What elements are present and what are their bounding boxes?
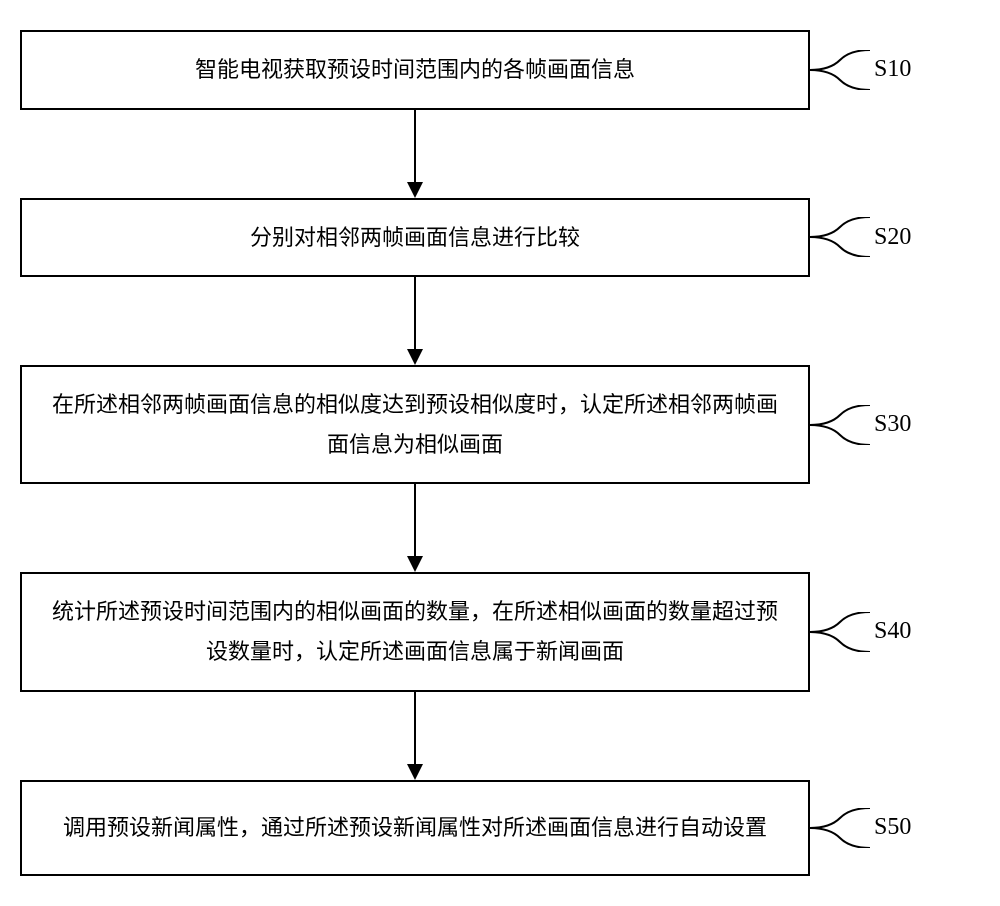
flow-arrow [20, 484, 810, 572]
curve-connector-icon [810, 808, 870, 848]
flow-step-text: 在所述相邻两帧画面信息的相似度达到预设相似度时，认定所述相邻两帧画面信息为相似画… [46, 385, 784, 464]
flow-arrow [20, 277, 810, 365]
arrow-down-icon [400, 277, 430, 365]
flow-step-box-s50: 调用预设新闻属性，通过所述预设新闻属性对所述画面信息进行自动设置 [20, 780, 810, 876]
flow-step-box-s20: 分别对相邻两帧画面信息进行比较 [20, 198, 810, 278]
flow-row: 智能电视获取预设时间范围内的各帧画面信息 S10 [20, 30, 980, 110]
flow-step-label: S50 [874, 814, 911, 841]
arrow-down-icon [400, 484, 430, 572]
curve-connector-icon [810, 612, 870, 652]
flow-step-text: 调用预设新闻属性，通过所述预设新闻属性对所述画面信息进行自动设置 [63, 808, 767, 848]
arrow-down-icon [400, 692, 430, 780]
arrow-down-icon [400, 110, 430, 198]
flow-step-text: 统计所述预设时间范围内的相似画面的数量，在所述相似画面的数量超过预设数量时，认定… [46, 592, 784, 671]
flow-step-label: S10 [874, 56, 911, 83]
flow-step-box-s30: 在所述相邻两帧画面信息的相似度达到预设相似度时，认定所述相邻两帧画面信息为相似画… [20, 365, 810, 484]
flow-arrow [20, 110, 810, 198]
label-connector: S50 [810, 808, 911, 848]
flow-row: 调用预设新闻属性，通过所述预设新闻属性对所述画面信息进行自动设置 S50 [20, 780, 980, 876]
flow-step-box-s40: 统计所述预设时间范围内的相似画面的数量，在所述相似画面的数量超过预设数量时，认定… [20, 572, 810, 691]
curve-connector-icon [810, 405, 870, 445]
flow-arrow [20, 692, 810, 780]
flow-step-box-s10: 智能电视获取预设时间范围内的各帧画面信息 [20, 30, 810, 110]
flow-row: 统计所述预设时间范围内的相似画面的数量，在所述相似画面的数量超过预设数量时，认定… [20, 572, 980, 691]
label-connector: S10 [810, 50, 911, 90]
curve-connector-icon [810, 50, 870, 90]
flow-step-label: S20 [874, 224, 911, 251]
label-connector: S40 [810, 612, 911, 652]
flow-row: 分别对相邻两帧画面信息进行比较 S20 [20, 198, 980, 278]
flow-step-label: S30 [874, 411, 911, 438]
curve-connector-icon [810, 217, 870, 257]
flow-step-text: 智能电视获取预设时间范围内的各帧画面信息 [195, 50, 635, 90]
label-connector: S20 [810, 217, 911, 257]
flow-step-label: S40 [874, 618, 911, 645]
label-connector: S30 [810, 405, 911, 445]
flow-row: 在所述相邻两帧画面信息的相似度达到预设相似度时，认定所述相邻两帧画面信息为相似画… [20, 365, 980, 484]
flow-step-text: 分别对相邻两帧画面信息进行比较 [250, 218, 580, 258]
flowchart-container: 智能电视获取预设时间范围内的各帧画面信息 S10 分别对相邻两帧画面信息进行比较… [20, 30, 980, 876]
